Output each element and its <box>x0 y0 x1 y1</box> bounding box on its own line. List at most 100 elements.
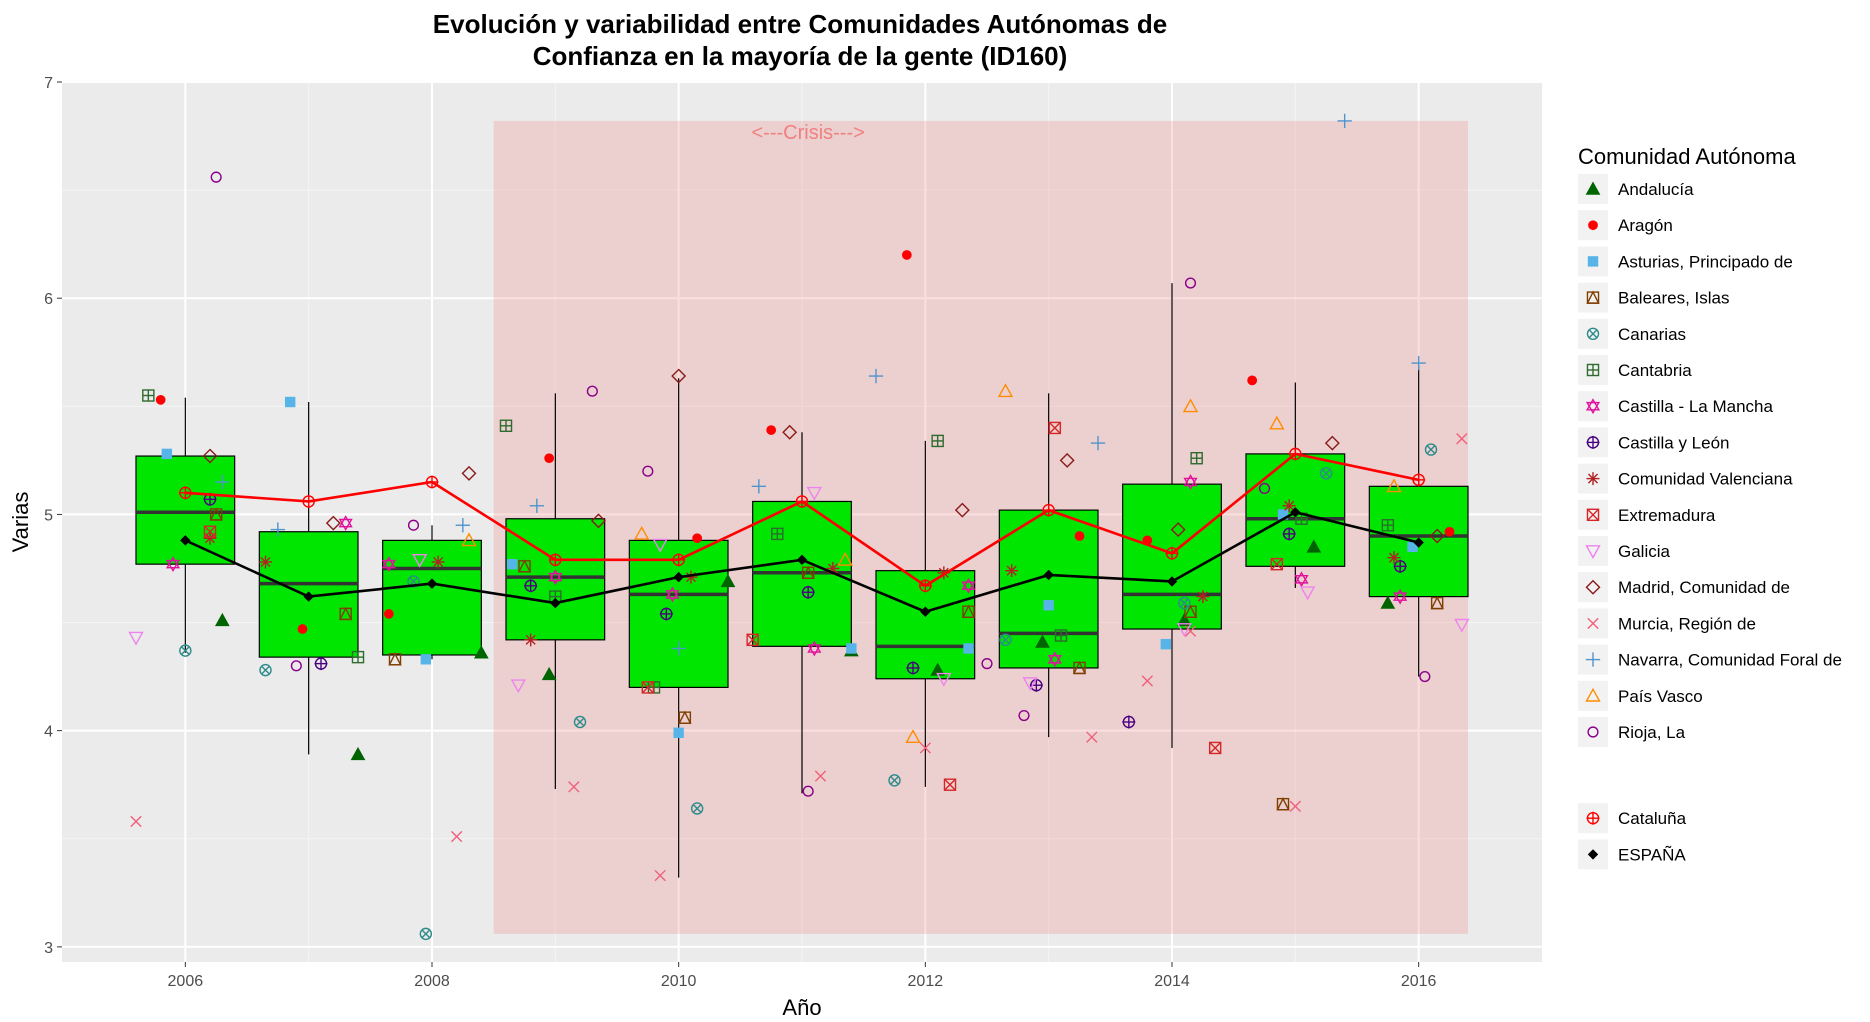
point-madrid-comunidad-de <box>1429 528 1445 544</box>
point-madrid-comunidad-de <box>202 448 218 464</box>
legend-label: Madrid, Comunidad de <box>1618 578 1790 597</box>
point-murcia-region-de <box>1456 433 1468 445</box>
points-pais-vasco <box>461 383 1402 744</box>
point-aragon <box>766 425 777 435</box>
point-murcia-region-de <box>450 830 463 843</box>
y-tick-label: 5 <box>44 507 53 524</box>
point-navarra-comunidad-foral-de <box>215 474 230 490</box>
point-rioja-la <box>290 660 302 672</box>
point-pais-vasco <box>461 532 477 547</box>
point-asturias-principado-de <box>284 396 296 408</box>
point-cantabria <box>931 434 944 448</box>
legend-item-castilla-y-leon: Castilla y León <box>1578 427 1730 458</box>
legend-label: Cataluña <box>1618 809 1687 828</box>
box-2006 <box>135 397 236 653</box>
legend-key <box>1578 572 1608 603</box>
chart-title-line-2: Confianza en la mayoría de la gente (ID1… <box>533 41 1068 71</box>
point-comunidad-valenciana <box>524 633 538 647</box>
point-pais-vasco <box>905 729 921 744</box>
points-baleares-islas <box>209 507 1444 811</box>
point-rioja-la <box>642 465 654 477</box>
point-baleares-islas <box>339 606 353 621</box>
point-galicia <box>1299 586 1316 601</box>
point-castilla-y-leon <box>314 657 328 671</box>
x-tick-label: 2010 <box>661 973 697 990</box>
point-madrid-comunidad-de <box>1059 452 1075 468</box>
point-pais-vasco <box>1182 398 1199 413</box>
point-castilla-y-leon <box>1282 527 1296 541</box>
point-canarias <box>259 663 272 677</box>
point-murcia-region-de <box>130 815 142 828</box>
point-aragon <box>383 609 394 619</box>
point-andalucia <box>214 612 230 627</box>
legend-marker-canarias <box>1586 327 1600 341</box>
points-castilla-la-mancha <box>165 474 1408 668</box>
points-cantabria <box>142 389 1395 694</box>
points-navarra-comunidad-foral-de <box>215 113 1426 656</box>
point-canarias <box>690 802 704 815</box>
point-castilla-la-mancha <box>165 556 181 573</box>
point-galicia <box>128 631 144 646</box>
legend-item-extremadura: Extremadura <box>1578 499 1716 530</box>
legend-marker-castilla-y-leon <box>1586 435 1600 449</box>
point-madrid-comunidad-de <box>671 368 687 384</box>
point-galicia <box>936 672 952 687</box>
legend-label: Aragón <box>1618 216 1673 235</box>
point-canarias <box>179 644 192 657</box>
y-tick-label: 3 <box>44 940 53 957</box>
point-andalucia <box>1176 612 1192 627</box>
point-galicia <box>652 538 668 553</box>
point-murcia-region-de <box>654 869 666 882</box>
y-axis-title: Varias <box>8 492 33 553</box>
point-galicia <box>1176 623 1193 637</box>
point-canarias <box>573 715 587 729</box>
legend-marker-andalucia <box>1585 181 1601 195</box>
x-tick-label: 2014 <box>1154 973 1190 990</box>
point-castilla-la-mancha <box>961 577 976 594</box>
point-murcia-region-de <box>1289 800 1302 813</box>
point-cantabria <box>771 527 784 541</box>
point-navarra-comunidad-foral-de <box>529 498 544 513</box>
legend-item-castilla-la-mancha: Castilla - La Mancha <box>1578 391 1774 422</box>
legend-marker-baleares-islas <box>1586 290 1600 304</box>
point-navarra-comunidad-foral-de <box>455 518 470 533</box>
legend-key <box>1578 717 1608 747</box>
legend-item-baleares-islas: Baleares, Islas <box>1578 282 1730 313</box>
legend-label: Extremadura <box>1618 506 1716 525</box>
point-aragon <box>297 624 308 634</box>
legend-marker-cataluna <box>1586 811 1600 825</box>
legend-item-andalucia: Andalucía <box>1578 174 1694 204</box>
point-castilla-la-mancha <box>1047 651 1062 668</box>
point-madrid-comunidad-de <box>591 513 606 529</box>
legend-label: Comunidad Valenciana <box>1618 470 1793 489</box>
point-aragon <box>544 453 555 464</box>
series-layer <box>178 447 1426 617</box>
legend-label: Castilla y León <box>1618 433 1730 452</box>
point-layer <box>128 113 1470 941</box>
point-madrid-comunidad-de <box>782 424 798 440</box>
point-asturias-principado-de <box>673 727 684 739</box>
series-point-cataluna <box>918 579 932 593</box>
series-point-espana <box>796 554 808 566</box>
point-galicia <box>411 553 428 568</box>
points-madrid-comunidad-de <box>202 368 1445 544</box>
series-point-cataluna <box>795 494 809 508</box>
point-pais-vasco <box>633 525 650 540</box>
point-asturias-principado-de <box>1407 541 1418 553</box>
legend-item-cantabria: Cantabria <box>1578 355 1692 385</box>
point-extremadura <box>943 778 957 791</box>
legend-marker-rioja-la <box>1587 726 1599 738</box>
x-tick-label: 2016 <box>1401 973 1437 990</box>
point-asturias-principado-de <box>420 654 432 665</box>
point-castilla-y-leon <box>524 579 538 593</box>
point-andalucia <box>1035 634 1050 648</box>
point-cantabria <box>1381 519 1395 532</box>
legend-label: Galicia <box>1618 542 1671 561</box>
point-aragon <box>155 394 166 405</box>
point-rioja-la <box>1018 709 1030 722</box>
point-aragon <box>901 250 912 260</box>
points-galicia <box>128 486 1470 694</box>
series-point-espana <box>550 597 561 609</box>
x-axis-title: Año <box>782 995 821 1020</box>
legend-item-asturias-principado-de: Asturias, Principado de <box>1578 246 1793 277</box>
